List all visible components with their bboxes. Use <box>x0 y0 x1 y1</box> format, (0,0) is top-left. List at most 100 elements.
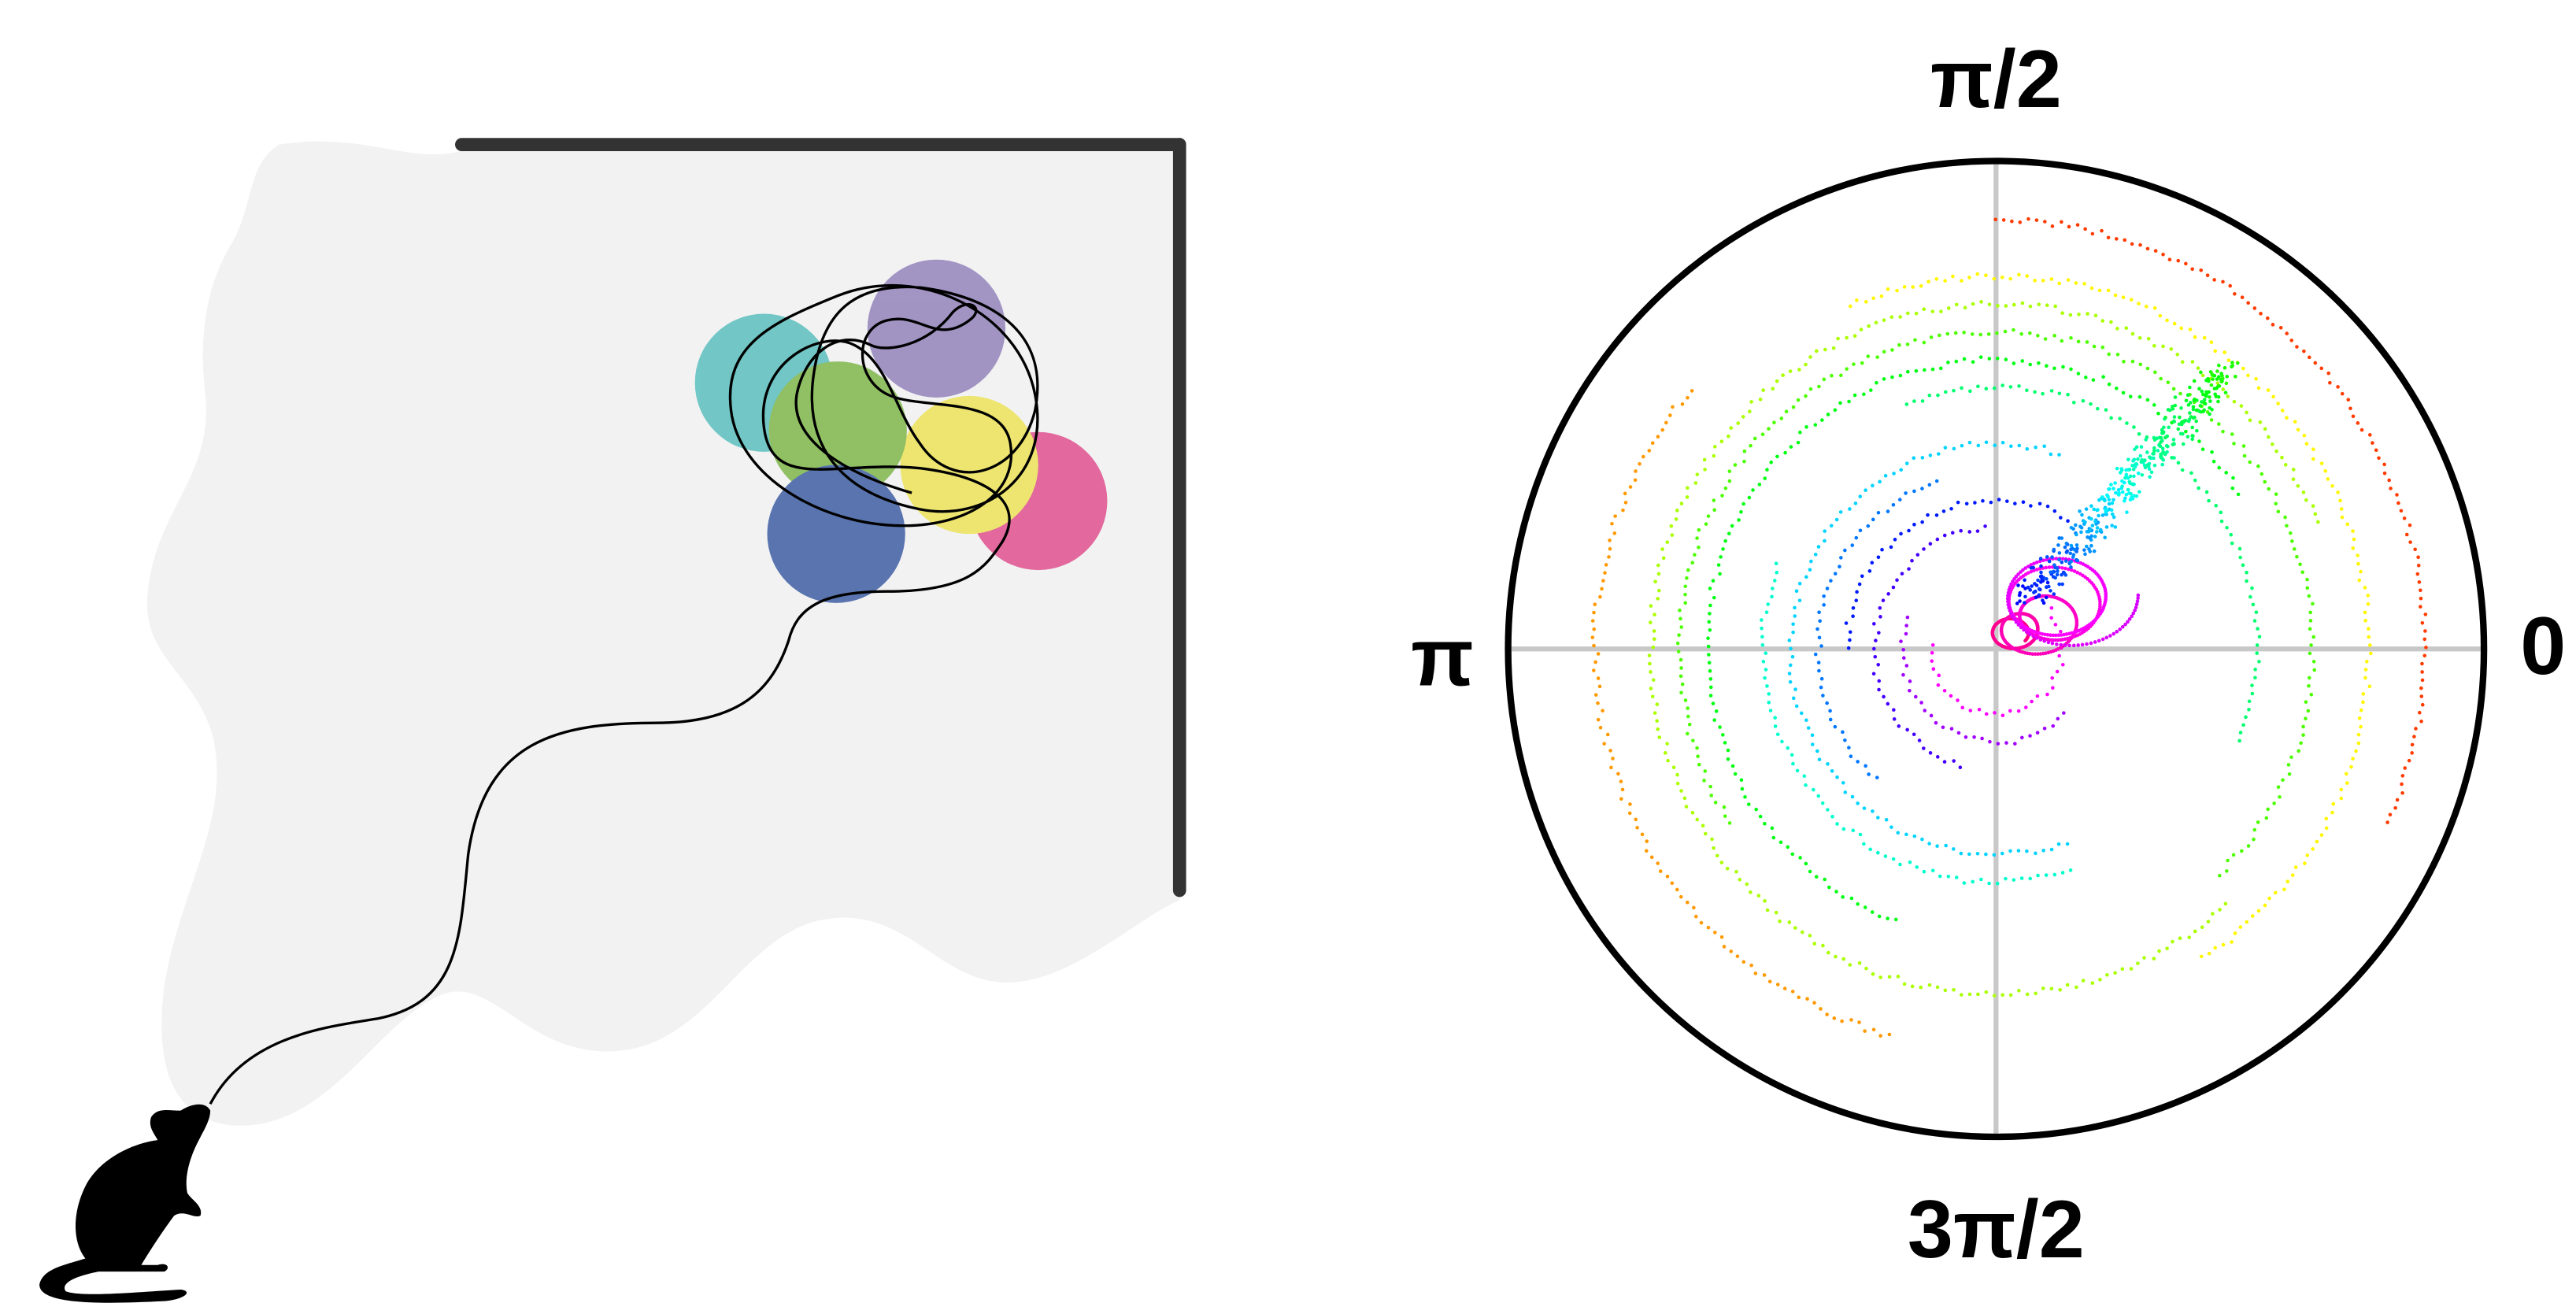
dot <box>2356 421 2360 425</box>
dot <box>2285 524 2289 528</box>
dot <box>2225 869 2229 873</box>
dot <box>2254 376 2258 381</box>
dot <box>1695 536 1699 540</box>
dot <box>2199 370 2203 375</box>
dot <box>2133 447 2137 452</box>
dot <box>2176 461 2181 465</box>
dot <box>1898 862 1902 867</box>
dot <box>2069 543 2074 548</box>
dot <box>2416 563 2421 568</box>
rat <box>39 1104 211 1303</box>
dot <box>2408 540 2412 544</box>
dot <box>2020 301 2025 305</box>
dot <box>2049 605 2054 610</box>
dot <box>2050 641 2055 646</box>
dot <box>1984 387 1989 391</box>
dot <box>2257 660 2261 664</box>
dot <box>2068 313 2073 317</box>
dot <box>2038 638 2043 642</box>
dot <box>2137 302 2141 305</box>
dot <box>1887 975 1892 979</box>
dot <box>2287 772 2292 776</box>
dot <box>2108 634 2112 638</box>
dot <box>1816 794 1821 798</box>
dot <box>2050 676 2055 680</box>
dot <box>1804 425 1808 429</box>
dot <box>2306 709 2311 713</box>
dot <box>1856 801 1860 805</box>
dot <box>2200 389 2204 394</box>
dot <box>1685 900 1690 905</box>
dot <box>2385 820 2389 824</box>
dot <box>2382 471 2387 476</box>
dot <box>2057 551 2062 555</box>
dot <box>1739 778 1744 783</box>
dot <box>2223 365 2227 370</box>
dot <box>2223 901 2228 906</box>
dot <box>2367 643 2372 647</box>
dot <box>2115 353 2120 357</box>
dot <box>1793 687 1797 691</box>
dot <box>2032 590 2036 594</box>
dot <box>1920 399 1925 403</box>
dot <box>2120 967 2125 972</box>
dot <box>1773 724 1778 728</box>
dot <box>2055 669 2060 674</box>
dot <box>1871 296 1875 301</box>
dot <box>1627 811 1632 816</box>
dot <box>2088 527 2093 531</box>
dot <box>2288 531 2293 535</box>
dot <box>2248 418 2252 423</box>
dot <box>2051 686 2055 690</box>
dot <box>2006 599 2010 604</box>
dot <box>2302 349 2306 353</box>
dot <box>1621 508 1625 513</box>
dot <box>2152 446 2156 450</box>
dot <box>1839 556 1843 560</box>
dot <box>1911 285 1915 289</box>
dot <box>1718 725 1722 729</box>
dot <box>1735 954 1740 958</box>
dot <box>1876 816 1880 820</box>
dot <box>1788 663 1793 668</box>
dot <box>2223 390 2228 395</box>
dot <box>1741 415 1745 419</box>
dot <box>2023 587 2027 590</box>
dot <box>1822 594 1826 598</box>
dot <box>1790 654 1795 659</box>
dot <box>1766 602 1771 606</box>
dot <box>1711 701 1715 705</box>
dot <box>2160 456 2164 461</box>
dot <box>2186 419 2191 424</box>
dot <box>1843 790 1848 794</box>
dot <box>2037 302 2041 306</box>
dot <box>1749 443 1752 448</box>
dot <box>2206 920 2211 924</box>
dot <box>1816 545 1821 549</box>
dot <box>1708 668 1712 673</box>
dot <box>1706 925 1711 930</box>
dot <box>2004 876 2008 881</box>
dot <box>1715 853 1719 858</box>
dot <box>1978 355 1983 359</box>
dot <box>1942 533 1947 538</box>
dot <box>1902 285 1907 289</box>
dot <box>1703 769 1708 773</box>
dot <box>2074 532 2078 537</box>
dot <box>2420 702 2425 707</box>
dot <box>1808 568 1812 572</box>
dot <box>2207 390 2211 394</box>
dot <box>2224 381 2229 386</box>
dot <box>2008 385 2013 389</box>
dot <box>2302 433 2307 438</box>
dot <box>1712 508 1716 513</box>
dot <box>2014 620 2019 624</box>
dot <box>1869 388 1873 392</box>
dot <box>1840 1019 1844 1023</box>
dot <box>2357 716 2362 720</box>
dot <box>1740 787 1745 791</box>
dot <box>1675 887 1679 892</box>
dot <box>2422 653 2427 658</box>
dot <box>2295 345 2299 349</box>
dot <box>1833 572 1838 576</box>
